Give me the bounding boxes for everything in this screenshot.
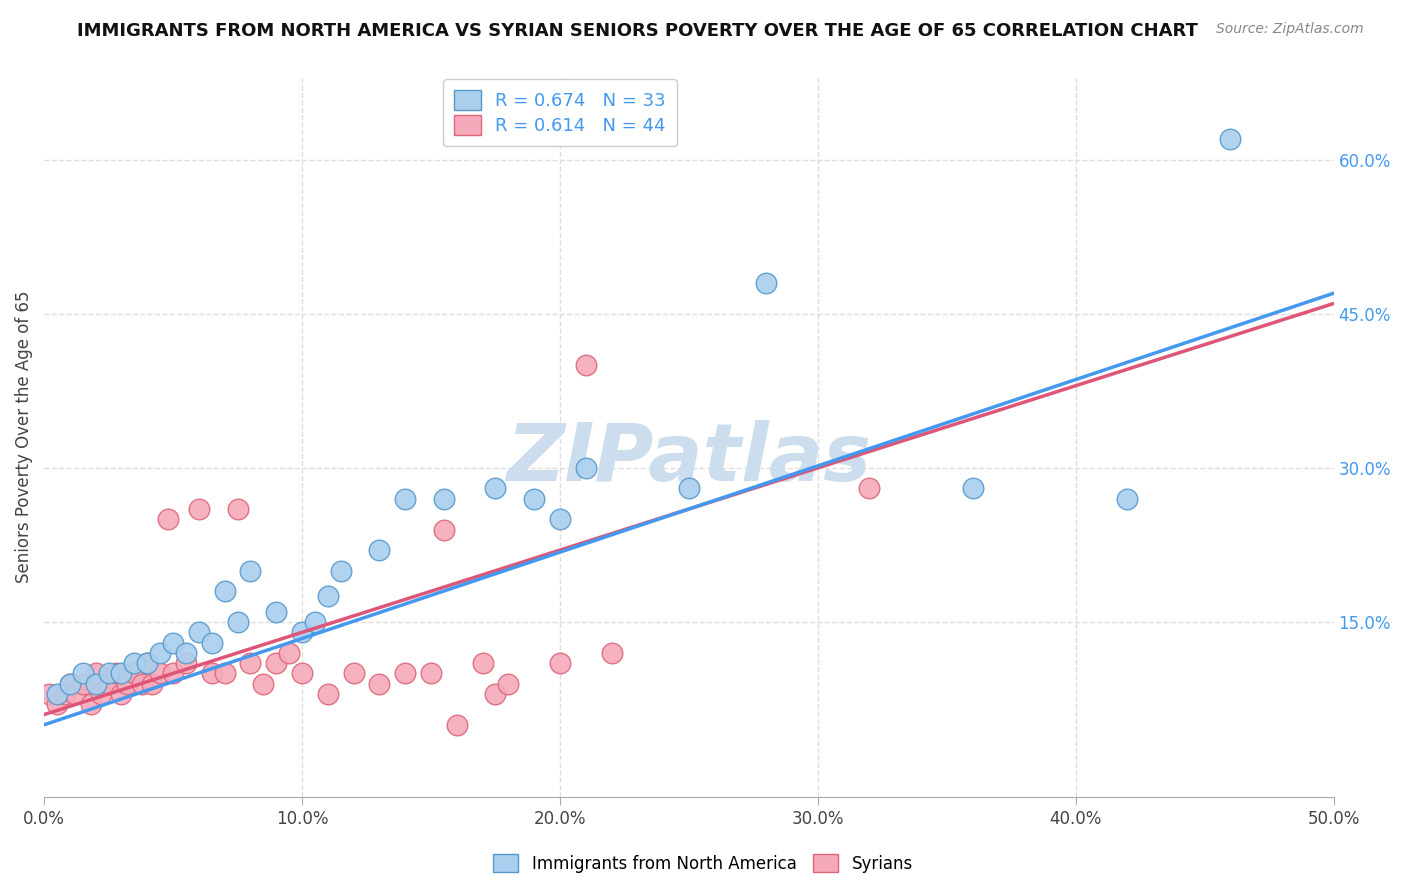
Point [124, 666, 146, 681]
Point [226, 615, 249, 629]
Point [162, 666, 184, 681]
Point [214, 584, 236, 599]
Point [97, 676, 120, 690]
Point [498, 676, 520, 690]
Point [59, 676, 82, 690]
Point [678, 482, 700, 496]
Point [433, 491, 456, 506]
Point [1116, 491, 1139, 506]
Point [264, 605, 287, 619]
Point [38, 687, 60, 701]
Point [575, 461, 598, 475]
Point [420, 666, 443, 681]
Point [105, 666, 128, 681]
Point [124, 656, 146, 670]
Point [149, 646, 172, 660]
Point [368, 543, 391, 558]
Point [90, 687, 112, 701]
Point [174, 646, 197, 660]
Point [264, 656, 287, 670]
Legend: Immigrants from North America, Syrians: Immigrants from North America, Syrians [486, 847, 920, 880]
Point [226, 502, 249, 516]
Point [575, 358, 598, 372]
Point [214, 666, 236, 681]
Point [291, 666, 314, 681]
Point [97, 666, 120, 681]
Point [446, 718, 468, 732]
Point [548, 512, 571, 526]
Point [484, 687, 506, 701]
Point [72, 676, 94, 690]
Point [72, 666, 94, 681]
Text: ZIPatlas: ZIPatlas [506, 419, 872, 498]
Point [136, 656, 159, 670]
Point [156, 512, 179, 526]
Point [174, 656, 197, 670]
Point [141, 676, 163, 690]
Point [79, 698, 101, 712]
Point [131, 676, 153, 690]
Point [149, 666, 172, 681]
Point [110, 687, 132, 701]
Text: IMMIGRANTS FROM NORTH AMERICA VS SYRIAN SENIORS POVERTY OVER THE AGE OF 65 CORRE: IMMIGRANTS FROM NORTH AMERICA VS SYRIAN … [77, 22, 1198, 40]
Point [858, 482, 880, 496]
Point [187, 502, 209, 516]
Point [316, 590, 339, 604]
Point [278, 646, 301, 660]
Point [115, 676, 138, 690]
Point [252, 676, 274, 690]
Point [201, 666, 224, 681]
Point [187, 625, 209, 640]
Text: Source: ZipAtlas.com: Source: ZipAtlas.com [1216, 22, 1364, 37]
Point [162, 635, 184, 649]
Point [46, 687, 69, 701]
Point [329, 564, 352, 578]
Point [239, 656, 262, 670]
Point [600, 646, 623, 660]
Point [368, 676, 391, 690]
Point [316, 687, 339, 701]
Point [484, 482, 506, 496]
Point [433, 523, 456, 537]
Point [84, 676, 107, 690]
Point [136, 656, 159, 670]
Point [84, 666, 107, 681]
Point [63, 687, 86, 701]
Point [46, 698, 69, 712]
Point [755, 276, 778, 290]
Point [110, 666, 132, 681]
Point [471, 656, 494, 670]
Point [239, 564, 262, 578]
Point [962, 482, 984, 496]
Point [291, 625, 314, 640]
Point [548, 656, 571, 670]
Y-axis label: Seniors Poverty Over the Age of 65: Seniors Poverty Over the Age of 65 [15, 291, 32, 583]
Point [394, 491, 416, 506]
Point [53, 687, 76, 701]
Point [523, 491, 546, 506]
Point [1219, 132, 1241, 146]
Point [394, 666, 416, 681]
Point [304, 615, 326, 629]
Legend: R = 0.674   N = 33, R = 0.614   N = 44: R = 0.674 N = 33, R = 0.614 N = 44 [443, 79, 676, 146]
Point [342, 666, 364, 681]
Point [201, 635, 224, 649]
Point [59, 676, 82, 690]
